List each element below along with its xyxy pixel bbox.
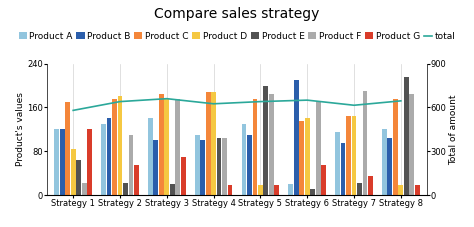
Bar bbox=[175, 99, 180, 195]
Bar bbox=[71, 149, 75, 195]
Bar bbox=[346, 116, 351, 195]
Bar bbox=[321, 165, 326, 195]
Bar bbox=[341, 143, 346, 195]
Bar bbox=[107, 118, 111, 195]
Bar bbox=[181, 157, 186, 195]
Bar bbox=[211, 92, 216, 195]
Bar bbox=[101, 124, 106, 195]
Bar bbox=[387, 138, 392, 195]
Bar bbox=[159, 94, 164, 195]
Bar bbox=[335, 132, 340, 195]
Bar bbox=[253, 99, 257, 195]
Bar bbox=[206, 92, 210, 195]
Bar bbox=[195, 135, 200, 195]
Bar bbox=[294, 80, 299, 195]
Bar bbox=[87, 129, 92, 195]
Bar bbox=[258, 185, 263, 195]
Bar bbox=[399, 185, 403, 195]
Bar bbox=[148, 118, 153, 195]
Legend: Product A, Product B, Product C, Product D, Product E, Product F, Product G, tot: Product A, Product B, Product C, Product… bbox=[18, 32, 456, 41]
Bar bbox=[60, 129, 64, 195]
Bar bbox=[288, 184, 293, 195]
Bar bbox=[170, 184, 175, 195]
Bar bbox=[410, 94, 414, 195]
Bar bbox=[316, 102, 320, 195]
Bar bbox=[164, 99, 169, 195]
Bar bbox=[357, 183, 362, 195]
Bar bbox=[269, 94, 274, 195]
Bar bbox=[382, 129, 387, 195]
Bar bbox=[118, 96, 122, 195]
Bar bbox=[352, 116, 356, 195]
Bar bbox=[242, 124, 246, 195]
Bar bbox=[154, 140, 158, 195]
Bar bbox=[128, 135, 133, 195]
Bar bbox=[305, 118, 310, 195]
Bar bbox=[76, 160, 81, 195]
Bar bbox=[368, 176, 373, 195]
Bar bbox=[65, 102, 70, 195]
Bar bbox=[393, 99, 398, 195]
Bar bbox=[123, 183, 128, 195]
Bar bbox=[310, 189, 315, 195]
Y-axis label: Product's values: Product's values bbox=[16, 92, 25, 166]
Bar bbox=[222, 138, 227, 195]
Bar bbox=[200, 140, 205, 195]
Bar bbox=[217, 138, 221, 195]
Bar bbox=[363, 91, 367, 195]
Bar bbox=[112, 99, 117, 195]
Bar bbox=[82, 183, 87, 195]
Bar bbox=[404, 77, 409, 195]
Bar bbox=[247, 135, 252, 195]
Bar bbox=[299, 121, 304, 195]
Bar bbox=[415, 185, 419, 195]
Bar bbox=[134, 165, 139, 195]
Text: Compare sales strategy: Compare sales strategy bbox=[155, 7, 319, 21]
Bar bbox=[264, 86, 268, 195]
Y-axis label: Total of amount: Total of amount bbox=[449, 94, 458, 165]
Bar bbox=[274, 185, 279, 195]
Bar bbox=[228, 185, 232, 195]
Bar bbox=[55, 129, 59, 195]
